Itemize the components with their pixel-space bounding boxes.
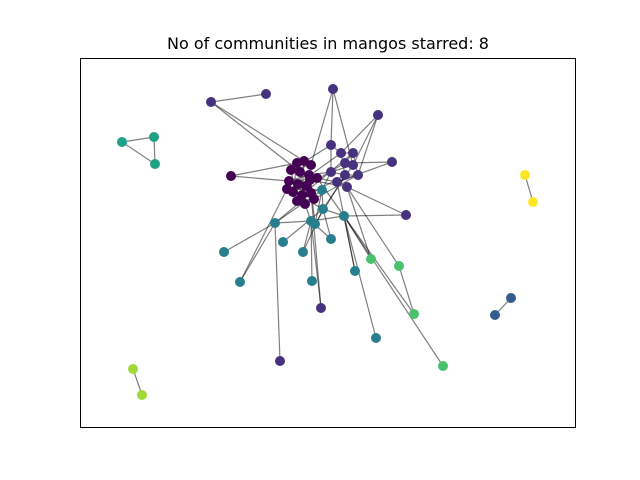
graph-edge [274,220,312,224]
graph-node-community-5 [366,254,376,264]
graph-edge [302,220,312,253]
graph-node-community-3 [339,211,349,221]
graph-edge [230,162,298,177]
graph-node-community-0 [306,160,316,170]
graph-edge [322,208,332,240]
chart-title: No of communities in mangos starred: 8 [167,34,489,53]
graph-node-community-0 [293,179,303,189]
graph-node-community-1 [353,170,363,180]
graph-node-community-1 [340,170,350,180]
graph-node-community-1 [326,140,336,150]
graph-edge [357,114,379,176]
graph-node-community-3 [278,237,288,247]
graph-node-community-3 [350,266,360,276]
graph-edge [340,114,379,154]
graph-edge [310,192,322,309]
graph-node-community-3 [270,218,280,228]
graph-node-community-3 [235,277,245,287]
graph-edge [282,208,324,243]
graph-node-community-0 [300,199,310,209]
graph-edge [346,186,372,260]
graph-edge [336,181,356,272]
graph-node-community-1 [348,160,358,170]
graph-edge [346,186,407,216]
graph-edge [343,215,377,339]
graph-node-community-3 [318,204,328,214]
graph-node-community-1 [373,110,383,120]
graph-node-community-3 [310,219,320,229]
graph-edge [121,136,155,143]
graph-node-community-1 [348,148,358,158]
graph-edge [274,222,281,362]
graph-edge [310,88,334,166]
graph-node-community-3 [317,185,327,195]
graph-edge [121,141,156,165]
graph-edge [343,214,407,217]
graph-node-community-0 [309,194,319,204]
graph-node-community-1 [261,89,271,99]
graph-edge [343,215,415,315]
graph-node-community-0 [286,165,296,175]
graph-node-community-0 [226,171,236,181]
graph-node-community-5 [394,261,404,271]
graph-node-community-4 [117,137,127,147]
graph-node-community-0 [292,196,302,206]
graph-node-community-1 [340,158,350,168]
graph-edge [210,101,305,162]
graph-edge [230,175,290,182]
graph-node-community-0 [305,175,315,185]
graph-node-community-0 [295,167,305,177]
graph-edge [352,114,379,166]
graph-edge [343,215,444,367]
graph-edge [398,265,415,315]
graph-node-community-7 [528,197,538,207]
graph-edge [210,101,301,173]
graph-node-community-1 [316,303,326,313]
graph-node-community-1 [387,157,397,167]
graph-node-community-5 [438,361,448,371]
graph-node-community-5 [409,309,419,319]
graph-node-community-1 [401,210,411,220]
graph-node-community-7 [520,170,530,180]
graph-node-community-2 [506,293,516,303]
graph-node-community-6 [128,364,138,374]
graph-node-community-6 [137,390,147,400]
graph-node-community-1 [336,148,346,158]
graph-node-community-1 [332,177,342,187]
graph-edge [239,222,276,283]
graph-node-community-0 [282,184,292,194]
graph-node-community-1 [328,84,338,94]
graph-node-community-0 [284,176,294,186]
graph-node-community-1 [326,167,336,177]
graph-edge [316,177,345,217]
graph-node-community-4 [150,159,160,169]
graph-node-community-2 [490,310,500,320]
graph-node-community-3 [307,276,317,286]
graph-edge [330,88,334,146]
graph-node-community-4 [149,132,159,142]
graph-edge [239,188,288,283]
graph-edge [210,93,267,103]
graph-node-community-3 [298,247,308,257]
graph-node-community-3 [371,333,381,343]
graph-node-community-1 [206,97,216,107]
graph-node-community-3 [326,234,336,244]
graph-edge [223,222,276,253]
graph-node-community-1 [342,182,352,192]
node-layer [117,84,538,400]
graph-node-community-1 [275,356,285,366]
graph-edge [346,186,400,267]
graph-edge [310,220,313,282]
graph-node-community-3 [219,247,229,257]
